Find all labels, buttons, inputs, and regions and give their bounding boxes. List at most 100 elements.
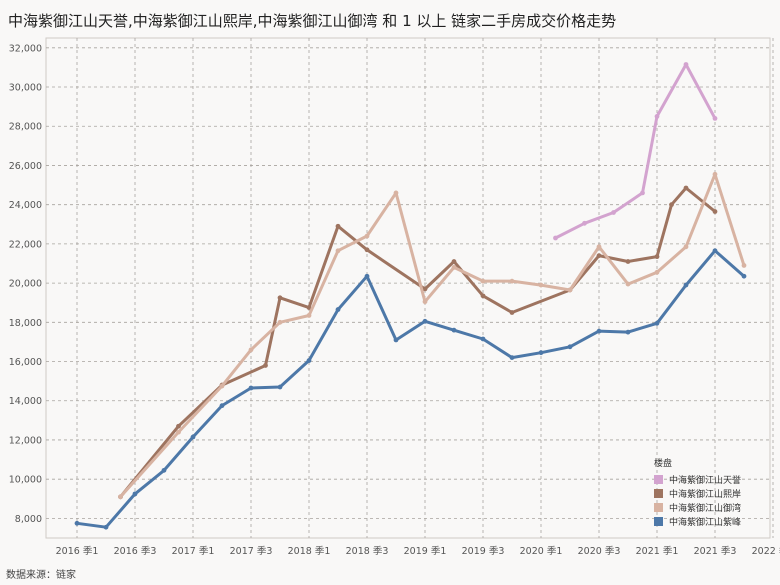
y-tick-label: 24,000 <box>9 200 42 211</box>
legend: 楼盘 中海紫御江山天誉 中海紫御江山熙岸 中海紫御江山御湾中海紫御江山紫峰 <box>654 456 741 528</box>
chart-title: 中海紫御江山天誉,中海紫御江山熙岸,中海紫御江山御湾 和 1 以上 链家二手房成… <box>8 12 617 30</box>
data-point <box>422 299 428 305</box>
data-point <box>553 235 558 241</box>
data-point <box>335 307 341 312</box>
y-tick-label: 18,000 <box>9 318 42 329</box>
data-point <box>306 313 312 318</box>
x-tick-label: 2017 季3 <box>230 545 273 557</box>
data-point <box>625 281 631 287</box>
data-point <box>277 384 283 390</box>
x-tick-label: 2018 季3 <box>346 545 389 557</box>
y-tick-label: 12,000 <box>9 435 42 446</box>
legend-item: 中海紫御江山天誉 <box>654 472 741 486</box>
data-point <box>683 282 689 288</box>
y-tick-label: 32,000 <box>9 43 42 54</box>
legend-label: 中海紫御江山紫峰 <box>669 517 742 528</box>
data-point <box>683 185 689 191</box>
x-tick-label: 2019 季3 <box>462 545 505 557</box>
y-tick-label: 14,000 <box>9 396 42 407</box>
legend-swatch <box>654 502 663 512</box>
data-point <box>364 273 370 279</box>
x-tick-label: 2021 季3 <box>694 545 737 557</box>
x-tick-label: 2019 季1 <box>404 545 447 557</box>
data-point <box>596 253 602 259</box>
x-tick-label: 2020 季3 <box>578 545 621 557</box>
y-tick-label: 10,000 <box>9 475 42 486</box>
data-point <box>480 278 486 284</box>
data-point <box>480 336 486 342</box>
data-point <box>393 190 399 196</box>
x-tick-label: 2016 季3 <box>114 545 157 557</box>
data-point <box>654 114 660 119</box>
legend-swatch <box>654 516 663 526</box>
legend-swatch <box>654 488 663 498</box>
data-point <box>712 209 718 214</box>
data-point <box>654 269 660 275</box>
data-point <box>683 62 689 67</box>
legend-swatch <box>654 474 663 484</box>
y-tick-label: 28,000 <box>9 122 42 133</box>
x-tick-label: 2022 季1 <box>752 545 780 557</box>
data-point <box>306 305 312 311</box>
legend-label: 中海紫御江山天誉 <box>669 475 742 486</box>
legend-title: 楼盘 <box>654 459 673 469</box>
data-point <box>654 254 660 260</box>
data-point <box>654 320 660 326</box>
data-point <box>741 263 747 268</box>
data-point <box>176 423 181 429</box>
data-point <box>596 244 602 250</box>
data-point <box>567 287 573 293</box>
data-point <box>74 520 80 526</box>
y-tick-label: 22,000 <box>9 239 42 250</box>
y-tick-label: 20,000 <box>9 279 42 290</box>
data-point <box>712 115 718 121</box>
data-point <box>263 363 268 368</box>
data-point <box>364 233 370 239</box>
x-tick-label: 2021 季1 <box>636 545 679 557</box>
data-point <box>335 248 341 254</box>
data-point <box>335 223 341 229</box>
data-point <box>219 383 225 389</box>
data-point <box>219 403 225 409</box>
x-tick-label: 2016 季1 <box>56 545 99 557</box>
data-point <box>422 318 428 324</box>
x-tick-label: 2018 季1 <box>288 545 331 557</box>
data-point <box>509 355 515 361</box>
data-point <box>596 328 602 334</box>
data-point <box>611 210 616 215</box>
data-point <box>669 202 674 208</box>
data-point <box>248 385 254 391</box>
data-point <box>103 524 109 530</box>
data-point <box>451 259 457 264</box>
legend-item: 中海紫御江山紫峰 <box>654 514 741 528</box>
legend-label: 中海紫御江山熙岸 <box>669 489 742 500</box>
legend-item: 中海紫御江山御湾 <box>654 500 741 514</box>
data-point <box>625 259 631 264</box>
data-point <box>190 434 196 440</box>
y-tick-label: 26,000 <box>9 161 42 172</box>
data-point <box>640 190 645 196</box>
data-point <box>712 171 718 177</box>
source-note: 数据来源：链家 <box>6 570 76 581</box>
data-point <box>582 220 587 226</box>
data-point <box>422 286 428 292</box>
data-point <box>306 358 312 363</box>
plot-area <box>45 37 771 539</box>
data-point <box>132 491 138 497</box>
data-point <box>277 319 283 325</box>
data-point <box>480 293 486 299</box>
data-point <box>248 347 254 353</box>
data-point <box>741 273 747 279</box>
data-point <box>176 429 181 435</box>
x-tick-label: 2020 季1 <box>520 545 563 557</box>
legend-item: 中海紫御江山熙岸 <box>654 486 741 500</box>
series-line <box>75 249 746 529</box>
y-tick-label: 16,000 <box>9 357 42 368</box>
data-point <box>712 248 718 254</box>
data-point <box>277 295 283 301</box>
data-point <box>509 278 515 284</box>
x-tick-label: 2017 季1 <box>172 545 215 557</box>
data-point <box>538 350 544 356</box>
data-point <box>393 337 399 343</box>
